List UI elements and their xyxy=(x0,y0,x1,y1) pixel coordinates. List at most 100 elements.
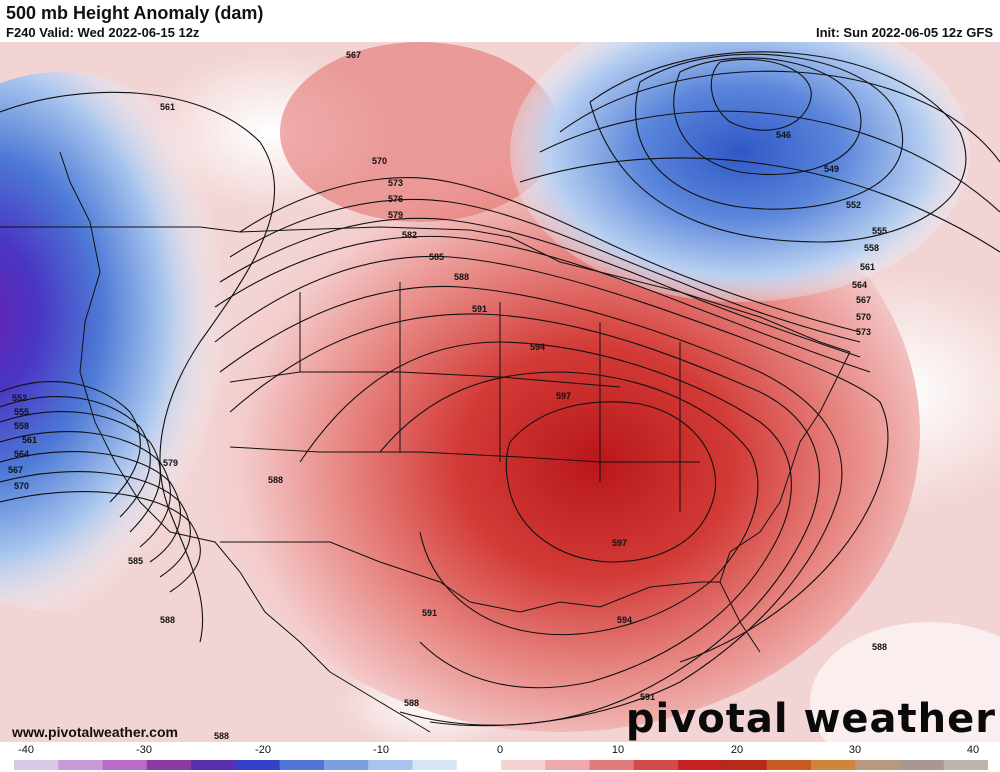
contour-552 xyxy=(0,381,141,503)
colorbar-swatch xyxy=(58,760,104,770)
contour-label: 564 xyxy=(852,280,867,290)
pivotal-weather-logo: pivotal weather xyxy=(625,696,996,742)
colorbar-swatch xyxy=(589,760,635,770)
contour-label: 558 xyxy=(864,243,879,253)
contour-label: 555 xyxy=(14,407,29,417)
map-canvas: 567 561 570 573 576 579 582 585 588 591 … xyxy=(0,42,1000,742)
colorbar-tick: 30 xyxy=(848,744,862,756)
contour-label: 549 xyxy=(824,164,839,174)
contour-label: 573 xyxy=(388,178,403,188)
colorbar-swatch xyxy=(678,760,723,770)
state-lines-3 xyxy=(299,282,681,512)
contour-label: 552 xyxy=(12,393,27,403)
colorbar-swatch xyxy=(368,760,414,770)
map-title: 500 mb Height Anomaly (dam) xyxy=(6,3,264,23)
colorbar-swatch xyxy=(146,760,192,770)
us-mexico-border xyxy=(220,541,471,603)
contour-552ne xyxy=(635,53,903,210)
contour-558ne xyxy=(559,70,1000,163)
init-time: Init: Sun 2022-06-05 12z GFS xyxy=(815,25,993,40)
contour-561b xyxy=(0,431,171,548)
contour-label: 570 xyxy=(856,312,871,322)
contour-564 xyxy=(0,451,181,563)
contour-label: 552 xyxy=(846,200,861,210)
contour-label: 597 xyxy=(556,391,571,401)
contour-label: 567 xyxy=(856,295,871,305)
contour-582 xyxy=(214,255,889,663)
contour-555ne xyxy=(589,51,967,243)
colorbar-swatch xyxy=(722,760,768,770)
contour-570 xyxy=(239,177,861,333)
gulf-coastline xyxy=(469,581,720,613)
contour-594 xyxy=(379,371,759,636)
contour-label: 570 xyxy=(14,481,29,491)
valid-time: F240 Valid: Wed 2022-06-15 12z xyxy=(6,25,200,40)
contour-label: 588 xyxy=(404,698,419,708)
neutral-zone-southeast xyxy=(810,622,1000,742)
colorbar-tick: 0 xyxy=(496,744,504,756)
ridge-north-lobe xyxy=(280,42,560,222)
contour-label: 597 xyxy=(612,538,627,548)
contour-561ne xyxy=(539,110,1000,213)
colorbar-tick: -40 xyxy=(18,744,34,756)
contour-591 xyxy=(299,341,792,689)
contour-label: 588 xyxy=(268,475,283,485)
west-coastline xyxy=(59,151,431,733)
state-lines-2 xyxy=(229,446,700,463)
contour-570w xyxy=(0,491,201,593)
colorbar-swatch xyxy=(456,760,502,770)
contour-567 xyxy=(0,471,191,578)
colorbar-swatch xyxy=(855,760,901,770)
map-header: 500 mb Height Anomaly (dam) F240 Valid: … xyxy=(0,0,1000,42)
contour-label: 588 xyxy=(214,731,229,741)
contour-label: 594 xyxy=(530,342,545,352)
colorbar-tick: 20 xyxy=(730,744,744,756)
contour-597 xyxy=(505,401,717,563)
colorbar-swatch xyxy=(545,760,591,770)
contour-546 xyxy=(710,58,812,131)
colorbar-swatch xyxy=(766,760,812,770)
colorbar-tick-row: -40 -30 -20 -10 0 10 20 30 40 xyxy=(0,742,1000,758)
contour-label: 579 xyxy=(388,210,403,220)
contour-label: 555 xyxy=(872,226,887,236)
colorbar-tick: -20 xyxy=(255,744,271,756)
contour-label: 573 xyxy=(856,327,871,337)
contour-561 xyxy=(0,91,276,643)
contour-label: 585 xyxy=(429,252,444,262)
height-anomaly-map: 567 561 570 573 576 579 582 585 588 591 … xyxy=(0,42,1000,742)
colorbar-tick: 10 xyxy=(611,744,625,756)
east-coastline xyxy=(719,351,851,653)
contour-label: 594 xyxy=(617,615,632,625)
colorbar-swatch xyxy=(810,760,856,770)
contour-558 xyxy=(0,411,161,533)
contour-label: 564 xyxy=(14,449,29,459)
contour-588 xyxy=(229,313,820,726)
colorbar-tick: 40 xyxy=(966,744,980,756)
contour-585 xyxy=(219,285,843,727)
contour-573 xyxy=(229,198,861,343)
contour-label: 585 xyxy=(128,556,143,566)
contour-549 xyxy=(673,57,862,175)
colorbar-swatch xyxy=(102,760,148,770)
colorbar-tick: -30 xyxy=(136,744,152,756)
contour-564ne xyxy=(519,157,1000,253)
contour-label: 588 xyxy=(454,272,469,282)
contour-label: 588 xyxy=(872,642,887,652)
contour-label: 588 xyxy=(160,615,175,625)
colorbar xyxy=(14,760,988,770)
height-contours xyxy=(0,51,1000,727)
contour-label: 561 xyxy=(22,435,37,445)
contour-579 xyxy=(214,235,871,373)
contour-label: 567 xyxy=(8,465,23,475)
contour-label: 546 xyxy=(776,130,791,140)
colorbar-swatch xyxy=(323,760,369,770)
contour-label: 582 xyxy=(402,230,417,240)
colorbar-swatch xyxy=(633,760,679,770)
contour-label: 561 xyxy=(860,262,875,272)
colorbar-swatch xyxy=(14,760,59,770)
contour-label: 558 xyxy=(14,421,29,431)
contour-555 xyxy=(0,396,151,518)
contour-labels: 567 561 570 573 576 579 582 585 588 591 … xyxy=(8,50,887,741)
contour-label: 576 xyxy=(388,194,403,204)
contour-label: 567 xyxy=(346,50,361,60)
